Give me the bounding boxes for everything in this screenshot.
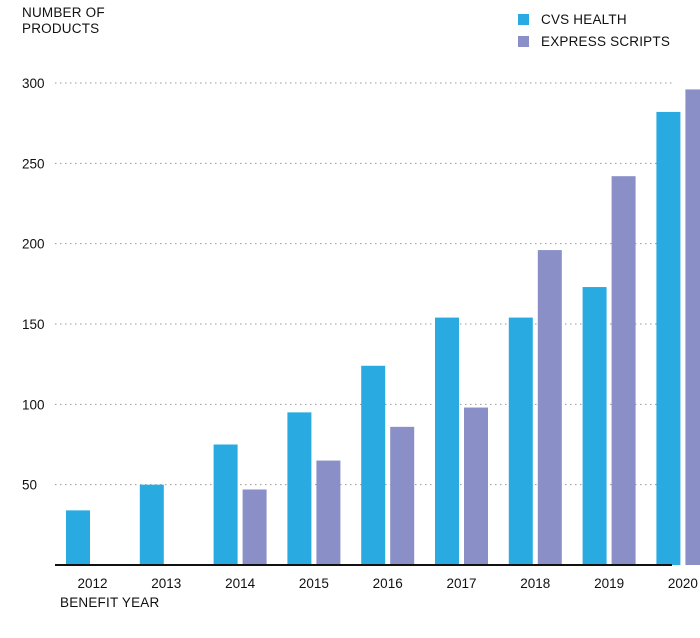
bar-cvs-health-2017 [435,317,459,565]
bar-express-scripts-2020 [685,89,700,565]
bar-cvs-health-2013 [139,484,164,565]
legend-label-express-scripts: EXPRESS SCRIPTS [541,33,671,49]
y-tick-label: 250 [22,156,45,171]
bar-express-scripts-2016 [390,426,415,565]
legend-swatch-express-scripts [518,35,529,47]
y-axis-label: NUMBER OF PRODUCTS [22,5,105,36]
bar-express-scripts-2014 [242,489,267,565]
x-axis-ticks: 2012 2013 2014 2015 2016 2017 2018 2019 2020 [77,576,697,591]
legend-label-cvs-health: CVS HEALTH [541,11,627,27]
y-axis-ticks: 50 100 150 200 250 300 [22,76,45,493]
x-tick-label: 2012 [77,576,107,591]
bar-cvs-health-2015 [287,412,312,565]
x-axis-label: BENEFIT YEAR [60,595,160,610]
legend-item-express-scripts: EXPRESS SCRIPTS [518,30,670,52]
y-tick-label: 200 [22,237,45,252]
legend-swatch-cvs-health [518,13,529,25]
legend-item-cvs-health: CVS HEALTH [518,8,670,30]
x-tick-label: 2019 [594,576,624,591]
bar-express-scripts-2019 [611,176,636,566]
x-tick-label: 2013 [151,576,181,591]
legend: CVS HEALTH EXPRESS SCRIPTS [518,8,670,52]
x-tick-label: 2015 [299,576,329,591]
bar-cvs-health-2019 [582,287,607,565]
x-tick-label: 2020 [668,576,698,591]
x-tick-label: 2014 [225,576,256,591]
y-tick-label: 100 [22,397,45,412]
bar-cvs-health-2020 [656,111,681,566]
bar-cvs-health-2016 [361,365,386,565]
bar-express-scripts-2018 [537,250,562,566]
bars [66,89,700,566]
bar-cvs-health-2014 [213,444,238,565]
x-tick-label: 2017 [446,576,476,591]
y-tick-label: 300 [22,76,45,91]
bar-express-scripts-2017 [464,407,488,565]
x-tick-label: 2016 [373,576,403,591]
y-tick-label: 50 [22,478,37,493]
bar-cvs-health-2012 [66,510,90,565]
x-tick-label: 2018 [520,576,550,591]
bar-express-scripts-2015 [316,460,341,565]
y-tick-label: 150 [22,317,45,332]
bar-cvs-health-2018 [508,317,533,565]
